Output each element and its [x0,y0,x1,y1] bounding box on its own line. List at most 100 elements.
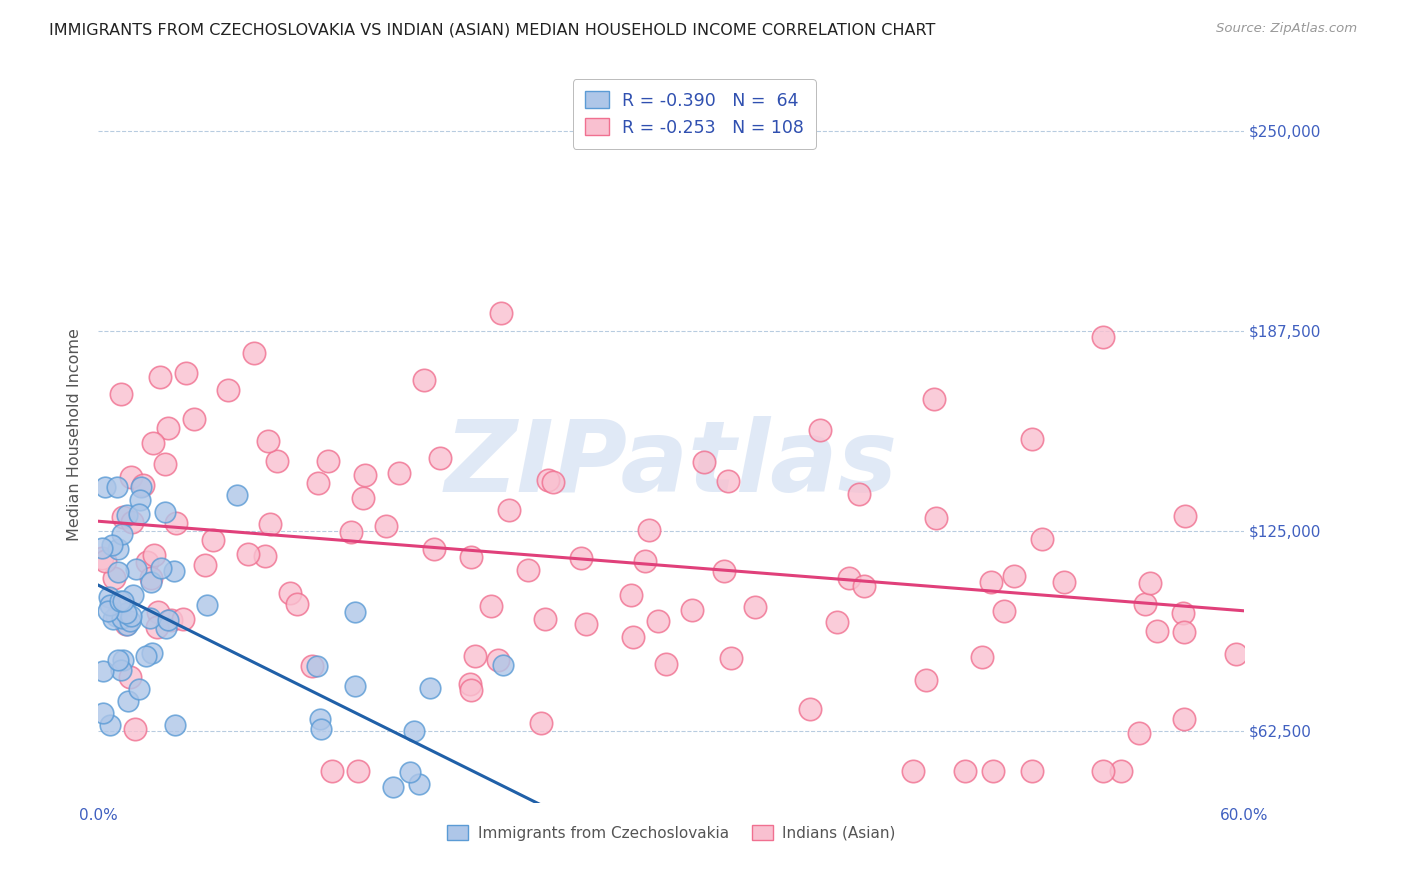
Point [413,373,436,387]
Point [925,511,948,525]
Point [1092,330,1115,344]
Point [853,578,876,592]
Point [149,369,172,384]
Point [201,533,224,547]
Point [316,453,339,467]
Point [343,679,366,693]
Point [103,571,125,585]
Point [143,548,166,562]
Point [479,599,502,613]
Point [146,619,169,633]
Point [340,524,363,539]
Point [259,517,281,532]
Point [128,508,150,522]
Point [1146,624,1168,638]
Point [156,614,179,628]
Point [243,345,266,359]
Point [541,475,564,489]
Point [139,611,162,625]
Point [280,585,302,599]
Y-axis label: Median Household Income: Median Household Income [67,328,83,541]
Point [1021,432,1043,446]
Point [1021,764,1043,778]
Point [132,478,155,492]
Point [1173,712,1195,726]
Point [460,549,482,564]
Point [153,505,176,519]
Point [1053,575,1076,590]
Point [91,664,114,678]
Point [638,523,661,537]
Point [117,694,139,708]
Point [111,510,134,524]
Point [115,606,138,620]
Point [91,550,114,565]
Point [922,392,945,407]
Point [108,594,131,608]
Point [257,434,280,448]
Point [136,555,159,569]
Point [91,541,114,556]
Point [128,682,150,697]
Text: ZIPatlas: ZIPatlas [444,416,898,513]
Point [901,764,924,778]
Point [517,563,540,577]
Point [311,722,333,736]
Point [404,723,426,738]
Point [120,470,142,484]
Point [533,612,555,626]
Point [799,701,821,715]
Point [1002,568,1025,582]
Point [105,480,128,494]
Point [498,502,520,516]
Point [352,491,374,506]
Point [118,614,141,628]
Point [115,508,138,523]
Point [159,613,181,627]
Point [388,466,411,480]
Point [155,621,177,635]
Point [621,630,644,644]
Point [693,455,716,469]
Point [194,558,217,573]
Point [530,716,553,731]
Point [156,421,179,435]
Point [720,651,742,665]
Point [94,480,117,494]
Point [266,453,288,467]
Point [634,553,657,567]
Point [165,718,187,732]
Point [121,515,143,529]
Point [111,527,134,541]
Point [537,473,560,487]
Point [165,516,187,531]
Point [381,780,404,794]
Point [972,649,994,664]
Point [422,541,444,556]
Point [253,549,276,563]
Point [125,562,148,576]
Point [98,590,121,604]
Point [115,618,138,632]
Point [808,423,831,437]
Point [217,383,239,397]
Point [195,598,218,612]
Point [429,451,451,466]
Point [460,682,482,697]
Text: Source: ZipAtlas.com: Source: ZipAtlas.com [1216,22,1357,36]
Point [955,764,977,778]
Point [94,554,117,568]
Point [848,486,870,500]
Point [124,723,146,737]
Point [141,646,163,660]
Point [1092,764,1115,778]
Point [489,306,512,320]
Point [307,659,329,673]
Point [129,480,152,494]
Point [236,547,259,561]
Point [107,565,129,579]
Point [141,571,163,585]
Point [744,599,766,614]
Point [111,594,134,608]
Point [321,764,343,778]
